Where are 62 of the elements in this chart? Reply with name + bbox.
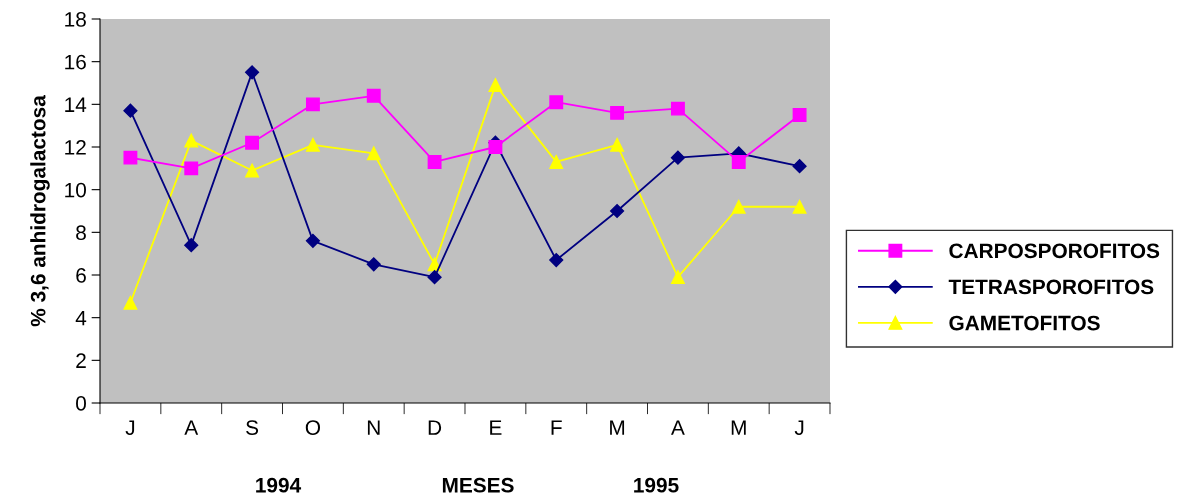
point <box>366 146 381 161</box>
point <box>305 233 320 248</box>
x-tick-label: J <box>794 420 804 435</box>
point <box>427 270 442 285</box>
point <box>549 154 564 169</box>
point <box>488 140 503 154</box>
point <box>245 163 260 178</box>
point <box>305 137 320 152</box>
point <box>123 103 138 118</box>
point <box>792 199 807 214</box>
point <box>731 154 746 169</box>
y-tick-label: 14 <box>65 97 87 112</box>
x-tick-label: N <box>367 420 380 435</box>
x-tick-label: S <box>246 420 259 435</box>
point <box>184 238 199 253</box>
point <box>366 88 381 103</box>
point <box>549 95 564 110</box>
text: 1995 <box>634 477 679 493</box>
point <box>184 161 199 176</box>
point <box>123 295 138 310</box>
x-tick-label: F <box>551 420 562 435</box>
y-tick-label: 18 <box>65 12 86 27</box>
y-tick-label: 8 <box>76 225 86 241</box>
y-tick-label: 12 <box>65 140 86 155</box>
y-tick-label: 16 <box>65 54 86 70</box>
point <box>427 154 442 169</box>
x-tick-label: O <box>305 420 321 435</box>
point <box>792 159 807 174</box>
point <box>670 270 685 285</box>
y-tick-label: 10 <box>65 182 86 198</box>
point <box>184 133 199 148</box>
y-tick-label: 2 <box>76 353 86 368</box>
x-tick-label: A <box>671 420 685 435</box>
legend-label: GAMETOFITOS <box>949 315 1100 331</box>
point <box>366 257 381 272</box>
y-tick-label: 6 <box>76 268 86 283</box>
point <box>488 78 503 93</box>
point <box>731 199 746 214</box>
point <box>549 252 564 268</box>
x-tick-label: M <box>731 420 746 435</box>
y-axis-title: % 3,6 anhidrogalactosa <box>30 95 50 327</box>
legend-label: TETRASPOROFITOS <box>948 279 1154 295</box>
y-tick-label: 4 <box>75 310 87 326</box>
x-tick-label: A <box>184 420 199 435</box>
point <box>670 150 685 165</box>
x-tick-label: M <box>610 420 625 435</box>
x-tick-label: J <box>125 420 135 435</box>
point <box>245 65 260 80</box>
point <box>610 203 625 219</box>
point <box>670 101 685 116</box>
x-axis-title: MESES <box>442 477 514 493</box>
point <box>610 105 625 120</box>
x-tick-label: E <box>490 420 502 435</box>
point <box>792 108 807 122</box>
text: 1994 <box>256 477 302 493</box>
point <box>245 135 260 150</box>
point <box>610 137 625 152</box>
x-tick-label: D <box>428 420 442 435</box>
legend-label: CARPOSPOROFITOS <box>949 243 1160 259</box>
point <box>305 97 320 112</box>
y-tick-label: 0 <box>76 396 86 411</box>
point <box>123 150 138 165</box>
